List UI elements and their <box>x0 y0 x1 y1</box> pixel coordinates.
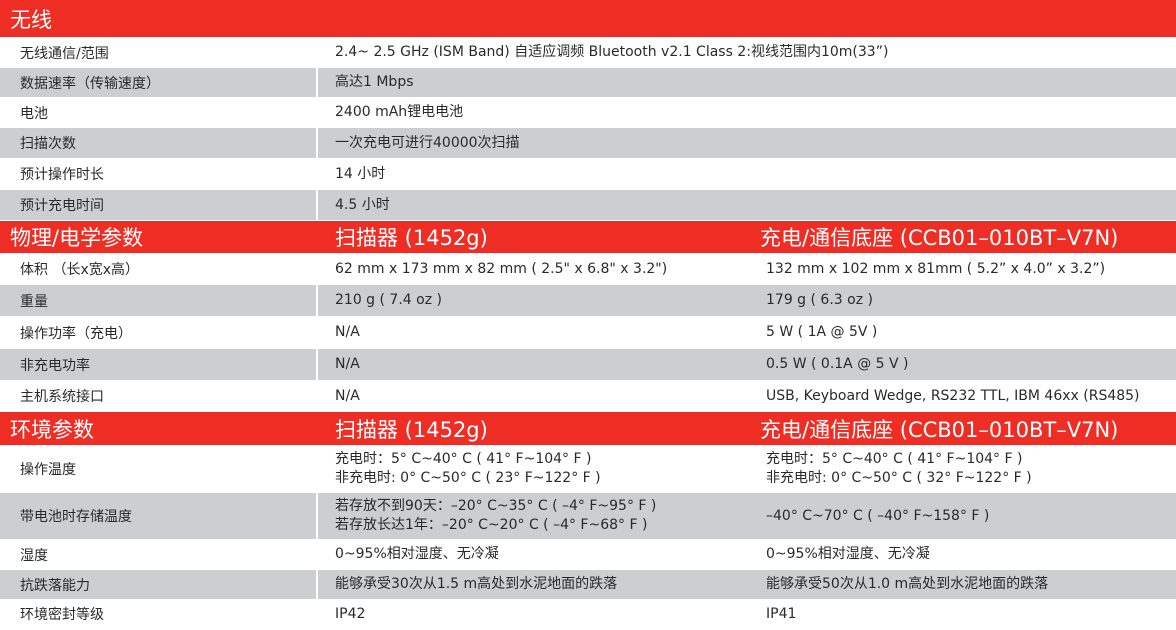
row-label: 操作温度 <box>0 446 318 492</box>
column-header-cradle: 充电/通信底座 (CCB01–010BT–V7N) <box>760 226 1119 250</box>
section-title: 无线 <box>10 7 52 32</box>
value-line: 132 mm x 102 mm x 81mm ( 5.2” x 4.0” x 3… <box>766 260 1106 277</box>
value-line: 14 小时 <box>335 165 386 182</box>
value-line: N/A <box>335 356 360 372</box>
scanner-value: 2400 mAh锂电电池 <box>318 98 1176 127</box>
row-label: 预计充电时间 <box>0 190 318 220</box>
value-line: 若存放长达1年：–20° C~20° C ( –4° F~68° F ) <box>335 517 648 533</box>
value-line: 2.4~ 2.5 GHz (ISM Band) 自适应调频 Bluetooth … <box>335 44 889 60</box>
value-line: 5 W ( 1A @ 5V ) <box>766 324 878 340</box>
table-row: 环境密封等级 IP42 IP41 <box>0 600 1176 629</box>
scanner-value: N/A <box>318 349 748 380</box>
cradle-value: 充电时：5° C~40° C ( 41° F~104° F ) 非充电时: 0° … <box>748 446 1176 492</box>
row-label: 电池 <box>0 98 318 127</box>
scanner-value: IP42 <box>318 600 748 628</box>
scanner-value: 高达1 Mbps <box>318 68 1176 97</box>
scanner-value: 一次充电可进行40000次扫描 <box>318 128 1176 158</box>
value-line: N/A <box>335 387 360 404</box>
cradle-value: 能够承受50次从1.0 m高处到水泥地面的跌落 <box>748 570 1176 599</box>
cradle-value: 0.5 W ( 0.1A @ 5 V ) <box>748 349 1176 380</box>
scanner-value: 若存放不到90天：–20° C~35° C ( –4° F~95° F ) 若存放… <box>318 493 748 539</box>
value-line: 非充电时: 0° C~50° C ( 23° F~122° F ) <box>335 470 601 486</box>
value-line: 能够承受30次从1.5 m高处到水泥地面的跌落 <box>335 576 618 592</box>
value-line: 62 mm x 173 mm x 82 mm ( 2.5" x 6.8" x 3… <box>335 260 668 277</box>
scanner-value: N/A <box>318 381 748 411</box>
row-label: 操作功率（充电） <box>0 317 318 348</box>
value-line: USB, Keyboard Wedge, RS232 TTL, IBM 46xx… <box>766 387 1140 404</box>
row-label: 预计操作时长 <box>0 159 318 189</box>
table-row: 抗跌落能力 能够承受30次从1.5 m高处到水泥地面的跌落 能够承受50次从1.0 … <box>0 570 1176 600</box>
cradle-value: 132 mm x 102 mm x 81mm ( 5.2” x 4.0” x 3… <box>748 254 1176 284</box>
value-line: 210 g ( 7.4 oz ) <box>335 292 442 308</box>
scanner-value: 0~95%相对湿度、无冷凝 <box>318 540 748 569</box>
value-line: –40° C~70° C ( –40° F~158° F ) <box>766 507 990 524</box>
value-line: 179 g ( 6.3 oz ) <box>766 292 873 308</box>
table-row: 带电池时存储温度 若存放不到90天：–20° C~35° C ( –4° F~95… <box>0 493 1176 540</box>
table-row: 电池 2400 mAh锂电电池 <box>0 98 1176 128</box>
value-line: 能够承受50次从1.0 m高处到水泥地面的跌落 <box>766 576 1049 592</box>
column-header-scanner: 扫描器 (1452g) <box>335 226 488 250</box>
row-label: 非充电功率 <box>0 349 318 380</box>
value-line: 非充电时: 0° C~50° C ( 32° F~122° F ) <box>766 470 1032 486</box>
table-row: 体积 （长x宽x高） 62 mm x 173 mm x 82 mm ( 2.5" … <box>0 254 1176 285</box>
scanner-value: 62 mm x 173 mm x 82 mm ( 2.5" x 6.8" x 3… <box>318 254 748 284</box>
value-line: 0~95%相对湿度、无冷凝 <box>335 546 499 562</box>
cradle-value: IP41 <box>748 600 1176 628</box>
section-title: 环境参数 <box>10 417 94 442</box>
row-label: 扫描次数 <box>0 128 318 158</box>
row-label: 环境密封等级 <box>0 600 318 628</box>
cradle-value: –40° C~70° C ( –40° F~158° F ) <box>748 493 1176 539</box>
table-row: 重量 210 g ( 7.4 oz ) 179 g ( 6.3 oz ) <box>0 285 1176 317</box>
table-row: 非充电功率 N/A 0.5 W ( 0.1A @ 5 V ) <box>0 349 1176 381</box>
section-header: 无线 <box>0 0 1176 38</box>
value-line: 若存放不到90天：–20° C~35° C ( –4° F~95° F ) <box>335 498 657 514</box>
scanner-value: 210 g ( 7.4 oz ) <box>318 285 748 316</box>
row-label: 数据速率（传输速度） <box>0 68 318 97</box>
table-row: 扫描次数 一次充电可进行40000次扫描 <box>0 128 1176 159</box>
row-label: 抗跌落能力 <box>0 570 318 599</box>
column-header-scanner: 扫描器 (1452g) <box>335 417 488 442</box>
section-title: 物理/电学参数 <box>10 226 144 250</box>
table-row: 预计充电时间 4.5 小时 <box>0 190 1176 221</box>
value-line: 高达1 Mbps <box>335 74 414 90</box>
value-line: N/A <box>335 324 360 340</box>
value-line: IP41 <box>766 605 797 622</box>
table-row: 数据速率（传输速度） 高达1 Mbps <box>0 68 1176 98</box>
value-line: 一次充电可进行40000次扫描 <box>335 134 520 151</box>
cradle-value: 0~95%相对湿度、无冷凝 <box>748 540 1176 569</box>
value-line: 0.5 W ( 0.1A @ 5 V ) <box>766 356 909 372</box>
row-label: 带电池时存储温度 <box>0 493 318 539</box>
table-row: 操作功率（充电） N/A 5 W ( 1A @ 5V ) <box>0 317 1176 349</box>
value-line: 充电时：5° C~40° C ( 41° F~104° F ) <box>766 451 1023 467</box>
column-header-cradle: 充电/通信底座 (CCB01–010BT–V7N) <box>760 417 1119 442</box>
scanner-value: 2.4~ 2.5 GHz (ISM Band) 自适应调频 Bluetooth … <box>318 38 1176 67</box>
cradle-value: USB, Keyboard Wedge, RS232 TTL, IBM 46xx… <box>748 381 1176 411</box>
value-line: 4.5 小时 <box>335 196 390 213</box>
row-label: 重量 <box>0 285 318 316</box>
value-line: 充电时：5° C~40° C ( 41° F~104° F ) <box>335 451 592 467</box>
scanner-value: 能够承受30次从1.5 m高处到水泥地面的跌落 <box>318 570 748 599</box>
table-row: 操作温度 充电时：5° C~40° C ( 41° F~104° F ) 非充电时:… <box>0 446 1176 493</box>
table-row: 无线通信/范围 2.4~ 2.5 GHz (ISM Band) 自适应调频 Blu… <box>0 38 1176 68</box>
value-line: 2400 mAh锂电电池 <box>335 104 464 120</box>
section-header: 物理/电学参数 扫描器 (1452g) 充电/通信底座 (CCB01–010BT–V… <box>0 221 1176 254</box>
row-label: 体积 （长x宽x高） <box>0 254 318 284</box>
row-label: 无线通信/范围 <box>0 38 318 67</box>
value-line: IP42 <box>335 605 366 622</box>
row-label: 主机系统接口 <box>0 381 318 411</box>
scanner-value: 4.5 小时 <box>318 190 1176 220</box>
scanner-value: 14 小时 <box>318 159 1176 189</box>
row-label: 湿度 <box>0 540 318 569</box>
scanner-value: 充电时：5° C~40° C ( 41° F~104° F ) 非充电时: 0° … <box>318 446 748 492</box>
scanner-value: N/A <box>318 317 748 348</box>
table-row: 主机系统接口 N/A USB, Keyboard Wedge, RS232 TTL,… <box>0 381 1176 412</box>
table-row: 预计操作时长 14 小时 <box>0 159 1176 190</box>
cradle-value: 5 W ( 1A @ 5V ) <box>748 317 1176 348</box>
table-row: 湿度 0~95%相对湿度、无冷凝 0~95%相对湿度、无冷凝 <box>0 540 1176 570</box>
cradle-value: 179 g ( 6.3 oz ) <box>748 285 1176 316</box>
value-line: 0~95%相对湿度、无冷凝 <box>766 546 930 562</box>
section-header: 环境参数 扫描器 (1452g) 充电/通信底座 (CCB01–010BT–V7N) <box>0 412 1176 446</box>
